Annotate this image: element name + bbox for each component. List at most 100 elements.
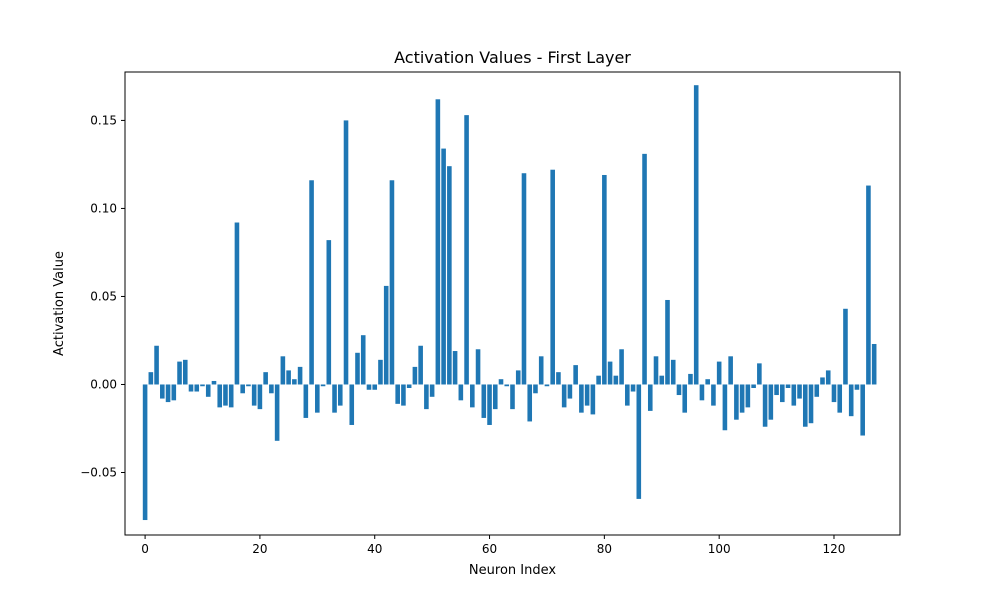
bar-35 [343, 120, 349, 385]
bar-82 [613, 375, 619, 385]
x-tick-label: 60 [482, 542, 497, 556]
bar-120 [831, 384, 837, 403]
bar-26 [292, 379, 297, 385]
bar-9 [194, 384, 200, 392]
bar-121 [837, 384, 843, 413]
bar-14 [223, 384, 228, 406]
bar-117 [814, 384, 820, 397]
bar-55 [458, 384, 464, 401]
bar-20 [257, 384, 263, 410]
bar-42 [383, 285, 389, 385]
bar-124 [854, 384, 860, 390]
bar-24 [280, 356, 286, 385]
bar-99 [711, 384, 716, 406]
bar-50 [429, 384, 435, 397]
bar-53 [447, 166, 452, 385]
x-tick-label: 40 [367, 542, 382, 556]
bar-115 [802, 384, 808, 427]
bar-86 [636, 384, 642, 499]
bar-59 [481, 384, 487, 418]
bar-36 [349, 384, 355, 425]
bar-125 [860, 384, 865, 436]
y-tick-label: 0.05 [90, 289, 117, 303]
bar-127 [871, 343, 877, 385]
bar-98 [705, 379, 710, 385]
y-tick-label: 0.00 [90, 377, 117, 391]
bar-95 [688, 373, 693, 385]
bar-45 [401, 384, 406, 406]
bar-122 [843, 308, 848, 385]
bar-62 [498, 379, 504, 385]
bar-67 [527, 384, 533, 422]
bar-8 [188, 384, 194, 392]
bar-64 [510, 384, 515, 410]
bar-83 [619, 349, 624, 385]
bar-16 [234, 222, 240, 385]
plot-frame [124, 71, 901, 536]
bar-13 [217, 384, 223, 408]
bar-33 [332, 384, 337, 413]
x-tick-label: 0 [141, 542, 149, 556]
bar-30 [315, 384, 320, 413]
bar-92 [670, 359, 676, 385]
bar-101 [722, 384, 728, 431]
bar-27 [297, 366, 303, 385]
bar-47 [412, 366, 418, 385]
bar-51 [435, 99, 441, 385]
bar-5 [171, 384, 177, 401]
bar-108 [762, 384, 768, 427]
bar-85 [630, 384, 636, 392]
bar-56 [464, 115, 469, 385]
bar-49 [424, 384, 429, 410]
bar-96 [693, 85, 699, 385]
chart-title: Activation Values - First Layer [394, 48, 631, 67]
y-axis-label: Activation Value [52, 251, 67, 356]
bar-21 [263, 372, 268, 385]
bar-66 [521, 173, 527, 385]
bar-41 [378, 359, 383, 385]
bar-114 [797, 384, 802, 399]
bar-17 [240, 384, 245, 394]
bar-76 [579, 384, 584, 413]
x-tick-label: 20 [252, 542, 267, 556]
bar-68 [533, 384, 538, 394]
bar-65 [515, 370, 521, 385]
bar-7 [182, 359, 188, 385]
bar-77 [584, 384, 590, 406]
bar-39 [366, 384, 372, 390]
bar-48 [418, 345, 423, 385]
bar-1 [148, 372, 154, 385]
x-tick-label: 80 [597, 542, 612, 556]
bar-102 [728, 356, 733, 385]
bar-46 [406, 384, 412, 388]
bar-73 [561, 384, 567, 408]
bar-74 [567, 384, 573, 399]
bar-61 [492, 384, 498, 410]
bar-2 [154, 345, 159, 385]
bar-44 [395, 384, 400, 404]
bar-31 [320, 384, 326, 387]
bar-38 [360, 335, 366, 385]
bar-10 [200, 384, 205, 387]
bar-32 [326, 240, 332, 385]
bar-78 [590, 384, 596, 415]
bar-75 [573, 365, 578, 385]
bar-104 [739, 384, 745, 413]
bar-118 [820, 377, 825, 385]
bar-11 [205, 384, 211, 397]
bar-4 [165, 384, 171, 403]
bar-93 [676, 384, 682, 396]
bar-28 [303, 384, 309, 418]
y-axis-ticks: −0.05 0.00 0.05 0.10 0.15 [80, 113, 125, 480]
bar-113 [791, 384, 797, 406]
bar-105 [745, 384, 751, 408]
bar-40 [372, 384, 378, 390]
y-tick-label: −0.05 [80, 466, 117, 480]
bars-group [142, 85, 877, 521]
bar-19 [251, 384, 257, 406]
y-tick-label: 0.15 [90, 113, 117, 127]
bar-23 [274, 384, 280, 441]
bar-3 [160, 384, 165, 399]
